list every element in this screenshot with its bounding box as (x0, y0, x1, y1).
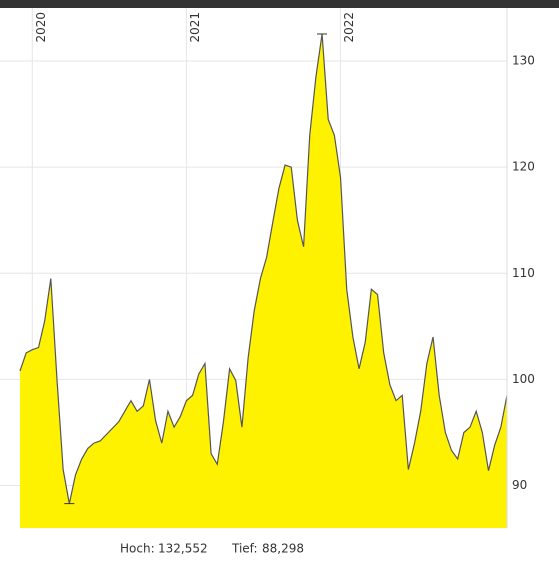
high-label: Hoch: (120, 542, 155, 556)
y-tick-label: 110 (512, 266, 535, 280)
y-tick-label: 120 (512, 160, 535, 174)
y-tick-label: 130 (512, 54, 535, 68)
x-tick-label: 2022 (342, 12, 356, 43)
y-tick-label: 90 (512, 478, 527, 492)
plot: 90 100 110 120 130 2020 2021 2022 (0, 8, 535, 528)
x-tick-label: 2021 (188, 12, 202, 43)
low-label: Tief: (231, 542, 258, 556)
high-value: 132,552 (158, 542, 208, 556)
x-tick-label: 2020 (34, 12, 48, 43)
y-tick-label: 100 (512, 372, 535, 386)
area (20, 33, 507, 528)
line (19, 33, 508, 504)
top-bar (0, 0, 559, 8)
low-value: 88,298 (262, 542, 304, 556)
